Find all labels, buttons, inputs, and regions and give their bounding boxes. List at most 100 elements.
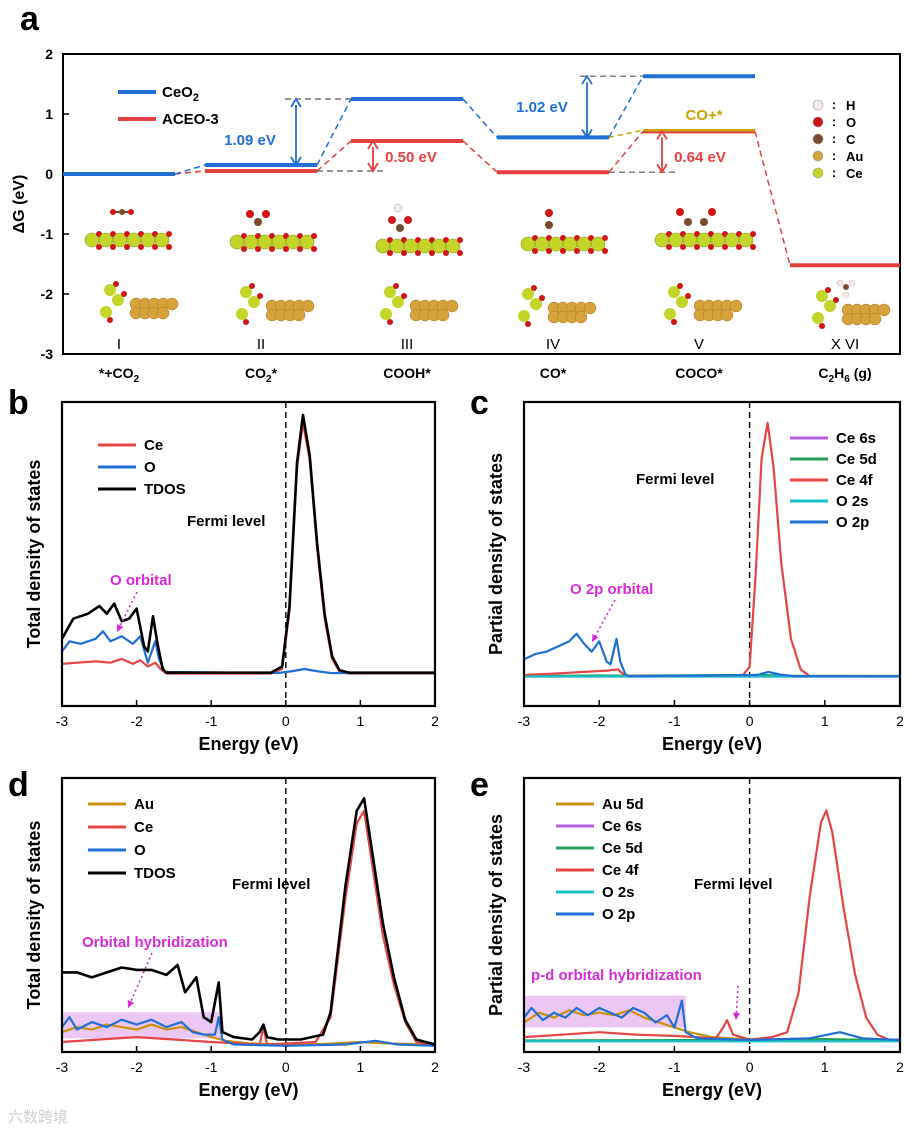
x-tick-label: 2	[896, 1059, 904, 1075]
legend-label: Ce	[134, 819, 153, 836]
x-tick-label: -1	[205, 713, 218, 729]
x-tick-label: -3	[518, 1059, 531, 1075]
o-atom-icon	[819, 323, 825, 329]
barrier-arrowhead-up	[581, 74, 593, 85]
o-atom-icon	[257, 293, 263, 299]
structure-CO-cluster	[518, 285, 597, 327]
text-run: 2	[134, 374, 140, 385]
o-atom-icon	[602, 248, 608, 254]
connector-line	[174, 170, 206, 175]
legend-label: Ce 6s	[602, 818, 642, 835]
o-atom-icon	[457, 250, 463, 256]
o-atom-icon	[666, 244, 672, 250]
coco-atom-icon	[700, 218, 708, 226]
text-run: 2	[193, 92, 199, 104]
o-atom-icon	[121, 291, 127, 297]
o-atom-icon	[546, 248, 552, 254]
connector-line	[608, 75, 644, 138]
o-atom-icon	[96, 244, 102, 250]
y-tick-label: 1	[45, 106, 53, 122]
co-atom-icon	[545, 209, 553, 217]
o-atom-icon	[415, 250, 421, 256]
ce-atom-icon	[816, 290, 828, 302]
x-axis-label: Energy (eV)	[662, 1080, 762, 1100]
o-atom-icon	[574, 248, 580, 254]
o-atom-icon	[750, 244, 756, 250]
legend-label: Ce 5d	[602, 840, 643, 857]
au-atom-icon	[877, 303, 891, 317]
series-aceo3	[63, 129, 900, 268]
barrier-annotation: 0.64 eV	[656, 129, 726, 174]
ce-atom-icon	[522, 288, 534, 300]
annotation-arrowhead	[732, 1012, 740, 1020]
barrier-arrowhead-down	[656, 163, 668, 174]
x-axis-label: Energy (eV)	[198, 1080, 298, 1100]
connector-line	[754, 131, 791, 266]
ce-atom-icon	[668, 286, 680, 298]
barrier-label: 1.09 eV	[224, 132, 276, 149]
text-run: ACEO-3	[162, 111, 219, 128]
text-run: COCO*	[675, 365, 723, 381]
legend-label: TDOS	[144, 481, 186, 498]
text-run: 2	[829, 374, 835, 385]
connector-line	[174, 164, 206, 175]
barrier-arrowhead-down	[581, 128, 593, 140]
x-category-label: CO2*	[245, 365, 278, 385]
o-atom-icon	[680, 244, 686, 250]
o-atom-icon	[750, 231, 756, 237]
x-tick-label: -2	[130, 1059, 143, 1075]
o-atom-icon	[833, 297, 839, 303]
x-tick-label: -2	[130, 713, 143, 729]
y-tick-label: 2	[45, 46, 53, 62]
x-tick-label: -1	[668, 713, 681, 729]
legend-label: Ce	[144, 437, 163, 454]
connector-line	[608, 129, 644, 139]
structure-CO2-gas-slab	[84, 231, 172, 250]
structure-CO2-adsorbed-cluster	[236, 283, 315, 325]
structure-C2H6-cluster	[812, 287, 891, 329]
atom-colon: :	[832, 97, 836, 112]
ce-atom-icon	[154, 232, 170, 248]
atom-swatch-au	[812, 150, 824, 162]
text-run: CeO	[162, 84, 193, 101]
x-tick-label: -3	[56, 1059, 69, 1075]
barrier-annotation: 1.02 eV	[516, 74, 643, 140]
structures	[84, 203, 891, 329]
au-atom-icon	[156, 306, 170, 320]
structure-COOH-cluster	[380, 283, 459, 325]
o-atom-icon	[283, 246, 289, 252]
cooh-atom-icon	[393, 203, 403, 213]
ce-atom-icon	[380, 308, 392, 320]
y-axis-label: Total density of states	[24, 460, 44, 649]
o-atom-icon	[677, 283, 683, 289]
text-run: CO*	[540, 365, 567, 381]
text-run: *+CO	[99, 365, 134, 381]
o-atom-icon	[255, 246, 261, 252]
fermi-level-label: Fermi level	[694, 876, 772, 893]
atom-colon: :	[832, 114, 836, 129]
o-atom-icon	[138, 244, 144, 250]
cooh-atom-icon	[395, 223, 405, 233]
legend-label: Au 5d	[602, 796, 644, 813]
series-ceo2	[63, 74, 755, 176]
ce-atom-icon	[812, 312, 824, 324]
atom-legend: : H: O: C: Au: Ce	[812, 97, 863, 181]
barrier-label: 0.64 eV	[674, 149, 726, 166]
connector-line	[462, 140, 498, 173]
text-run: 2	[266, 374, 272, 385]
o-atom-icon	[107, 317, 113, 323]
text-run: C	[818, 365, 828, 381]
connector-line	[316, 140, 352, 172]
x-category-label: CO*	[540, 365, 567, 381]
o-atom-icon	[525, 321, 531, 327]
atom-colon: :	[832, 131, 836, 146]
series-line	[61, 809, 436, 1047]
au-atom-icon	[292, 308, 306, 322]
x-tick-label: -3	[518, 713, 531, 729]
plot-frame	[60, 776, 437, 1054]
fermi-level-label: Fermi level	[636, 471, 714, 488]
co2-adsorbed-atom-icon	[262, 210, 270, 218]
barrier-arrowhead-down	[367, 162, 379, 173]
step-roman-numeral: X VI	[831, 336, 859, 353]
x-category-label: C2H6 (g)	[818, 365, 871, 385]
